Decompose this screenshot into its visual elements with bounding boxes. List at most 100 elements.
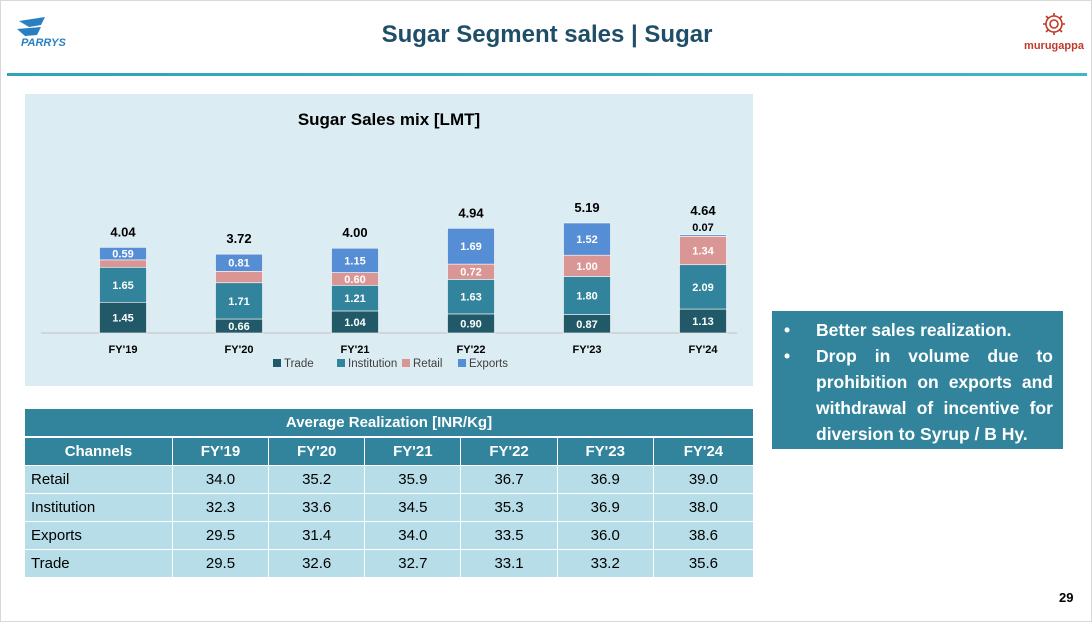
table-cell: 35.3 xyxy=(461,493,558,521)
legend-swatch-institution xyxy=(337,359,345,367)
total-label-3: 4.94 xyxy=(458,205,484,220)
bar-exports-0 xyxy=(99,247,147,261)
bar-institution-4 xyxy=(563,276,611,315)
table-cell: 36.9 xyxy=(557,493,654,521)
data-label-trade-4: 0.87 xyxy=(576,319,597,331)
legend-label-retail: Retail xyxy=(413,358,442,370)
data-label-retail-3: 0.72 xyxy=(460,267,481,279)
table-cell: 35.2 xyxy=(269,465,366,493)
x-tick-label-4: FY'23 xyxy=(573,344,602,356)
table-row: Retail 34.0 35.2 35.9 36.7 36.9 39.0 xyxy=(25,465,753,493)
data-label-institution-2: 1.21 xyxy=(344,293,365,305)
bar-institution-3 xyxy=(447,279,495,315)
header-divider xyxy=(7,73,1087,76)
bar-exports-3 xyxy=(447,227,495,265)
total-label-4: 5.19 xyxy=(574,200,599,215)
bar-exports-1 xyxy=(215,253,263,272)
table-cell: 36.9 xyxy=(557,465,654,493)
legend-label-institution: Institution xyxy=(348,358,397,370)
data-label-retail-4: 1.00 xyxy=(576,261,597,273)
data-label-trade-0: 1.45 xyxy=(112,313,133,325)
data-label-exports-5: 0.07 xyxy=(692,222,713,234)
table-cell: 32.3 xyxy=(172,493,270,521)
data-label-institution-0: 1.65 xyxy=(112,280,133,292)
table-cell: 35.6 xyxy=(653,549,753,577)
data-label-exports-3: 1.69 xyxy=(460,241,481,253)
table-cell: 29.5 xyxy=(172,521,270,549)
bar-retail-0 xyxy=(99,259,147,268)
x-tick-label-5: FY'24 xyxy=(689,344,719,356)
x-tick-label-2: FY'21 xyxy=(341,344,370,356)
table-cell: 33.6 xyxy=(269,493,366,521)
column-header-3: FY'21 xyxy=(365,438,462,465)
table-cell: 34.5 xyxy=(365,493,462,521)
page-number: 29 xyxy=(1059,590,1074,605)
data-label-institution-3: 1.63 xyxy=(460,292,481,304)
table-cell: 38.0 xyxy=(653,493,753,521)
table-cell: 34.0 xyxy=(365,521,462,549)
table-title: Average Realization [INR/Kg] xyxy=(25,409,753,438)
legend-label-trade: Trade xyxy=(284,358,314,370)
table-cell: 39.0 xyxy=(653,465,753,493)
table-header-row: Channels FY'19 FY'20 FY'21 FY'22 FY'23 FY'24 xyxy=(25,438,753,465)
column-header-0: Channels xyxy=(25,438,173,465)
total-label-1: 3.72 xyxy=(226,231,251,246)
note-text: Better sales realization. xyxy=(816,320,1012,340)
murugappa-logo-text: murugappa xyxy=(1024,40,1085,52)
bar-exports-2 xyxy=(331,247,379,273)
total-label-2: 4.00 xyxy=(342,225,367,240)
data-label-retail-5: 1.34 xyxy=(692,246,714,258)
page-title: Sugar Segment sales | Sugar xyxy=(381,21,713,48)
data-label-exports-0: 0.59 xyxy=(112,249,133,261)
table-cell: 35.9 xyxy=(365,465,462,493)
data-label-exports-1: 0.81 xyxy=(228,258,249,270)
avg-realization-table: Average Realization [INR/Kg] Channels FY'… xyxy=(25,409,753,577)
legend-swatch-retail xyxy=(402,359,410,367)
sales-mix-chart-svg: Sugar Sales mix [LMT] 1.451.650.350.594.… xyxy=(41,110,737,370)
total-label-0: 4.04 xyxy=(110,224,136,239)
x-tick-label-1: FY'20 xyxy=(225,344,254,356)
bar-exports-5 xyxy=(679,234,727,237)
column-header-4: FY'22 xyxy=(461,438,558,465)
parrys-logo-text: PARRYS xyxy=(21,37,66,49)
bullet-icon: • xyxy=(784,346,791,366)
note-text: Drop in volume due to prohibition on exp… xyxy=(816,346,1053,444)
table-cell: 31.4 xyxy=(269,521,366,549)
key-notes-box: • Better sales realization. • Drop in volum… xyxy=(772,311,1063,449)
table-cell: 32.6 xyxy=(269,549,366,577)
bullet-icon: • xyxy=(784,320,791,340)
note-item: • Better sales realization. xyxy=(784,317,1053,343)
table-cell: 32.7 xyxy=(365,549,462,577)
column-header-1: FY'19 xyxy=(172,438,270,465)
data-label-retail-2: 0.60 xyxy=(344,274,365,286)
column-header-6: FY'24 xyxy=(653,438,753,465)
data-label-exports-4: 1.52 xyxy=(576,234,597,246)
sales-mix-chart: Sugar Sales mix [LMT] 1.451.650.350.594.… xyxy=(25,94,753,386)
legend-label-exports: Exports xyxy=(469,358,508,370)
bar-trade-0 xyxy=(99,301,147,334)
channel-name-cell: Retail xyxy=(25,465,173,493)
column-header-2: FY'20 xyxy=(269,438,366,465)
data-label-trade-1: 0.66 xyxy=(228,321,249,333)
table-cell: 29.5 xyxy=(172,549,270,577)
table-row: Institution 32.3 33.6 34.5 35.3 36.9 38.0 xyxy=(25,493,753,521)
legend-swatch-exports xyxy=(458,359,466,367)
data-label-trade-2: 1.04 xyxy=(344,317,366,329)
x-tick-label-0: FY'19 xyxy=(109,344,138,356)
table-cell: 36.0 xyxy=(557,521,654,549)
data-label-trade-3: 0.90 xyxy=(460,318,481,330)
bar-institution-5 xyxy=(679,264,727,310)
murugappa-logo: murugappa xyxy=(1024,13,1085,52)
total-label-5: 4.64 xyxy=(690,203,716,218)
channel-name-cell: Institution xyxy=(25,493,173,521)
data-label-trade-5: 1.13 xyxy=(692,316,713,328)
data-label-institution-1: 1.71 xyxy=(228,296,249,308)
data-label-institution-5: 2.09 xyxy=(692,282,713,294)
parrys-logo: PARRYS xyxy=(17,17,66,49)
table-cell: 36.7 xyxy=(461,465,558,493)
channel-name-cell: Trade xyxy=(25,549,173,577)
table-cell: 34.0 xyxy=(172,465,270,493)
legend-swatch-trade xyxy=(273,359,281,367)
bar-retail-5 xyxy=(679,236,727,266)
